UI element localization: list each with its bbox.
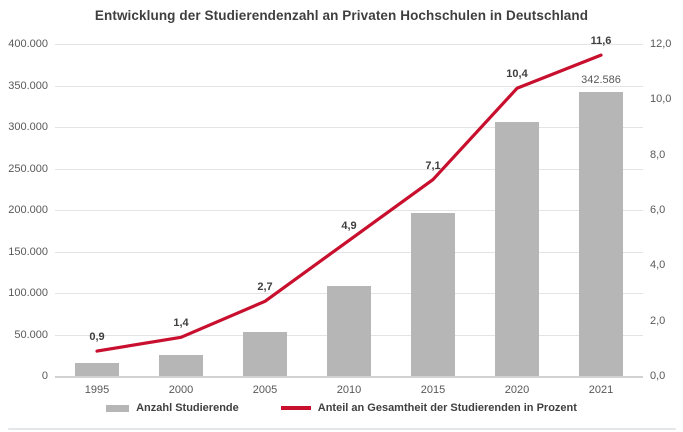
- left-axis-tick: 100.000: [8, 287, 48, 299]
- y-gridline: [55, 85, 643, 87]
- bar: [579, 91, 623, 376]
- left-axis-tick: 150.000: [8, 245, 48, 258]
- line-data-label: 2,7: [257, 281, 273, 294]
- bar: [75, 362, 119, 376]
- x-axis-tick: 1995: [84, 384, 110, 396]
- x-axis-tick: 2000: [168, 384, 194, 396]
- x-axis-tick: 2021: [588, 384, 614, 396]
- legend-label-bar: Anzahl Studierende: [136, 402, 239, 414]
- line-data-label: 4,9: [341, 220, 357, 233]
- line-data-label: 7,1: [425, 159, 441, 172]
- left-axis-tick: 50.000: [14, 328, 48, 341]
- legend-item-bar: Anzahl Studierende: [106, 402, 239, 414]
- y-gridline: [55, 251, 643, 253]
- right-axis-tick: 6,0: [650, 204, 666, 216]
- y-gridline: [55, 127, 643, 128]
- left-axis-tick: 200.000: [8, 204, 48, 216]
- right-axis-tick: 2,0: [650, 314, 666, 327]
- bar-data-label: 342.586: [581, 73, 621, 86]
- y-gridline: [55, 44, 643, 45]
- x-axis-tick: 2010: [336, 384, 362, 396]
- chart-title: Entwicklung der Studierendenzahl an Priv…: [94, 8, 589, 23]
- left-axis-tick: 350.000: [8, 79, 48, 92]
- left-axis-tick: 300.000: [8, 121, 48, 133]
- right-axis-tick: 8,0: [650, 148, 666, 161]
- right-axis-tick: 10,0: [650, 93, 672, 106]
- x-axis-tick: 2020: [504, 384, 530, 396]
- bar: [243, 332, 287, 376]
- bar: [327, 286, 371, 376]
- legend: Anzahl Studierende Anteil an Gesamtheit …: [0, 402, 683, 414]
- line-data-label: 10,4: [506, 68, 528, 81]
- bar: [159, 355, 203, 376]
- bar: [495, 122, 539, 376]
- right-axis-tick: 12,0: [650, 38, 672, 50]
- bar: [411, 213, 455, 376]
- legend-label-line: Anteil an Gesamtheit der Studierenden in…: [317, 402, 577, 414]
- left-axis-tick: 400.000: [8, 38, 48, 50]
- line-data-label: 1,4: [173, 317, 189, 330]
- left-axis-tick: 250.000: [8, 162, 48, 175]
- y-gridline: [55, 210, 643, 211]
- x-axis-tick: 2005: [252, 384, 278, 396]
- x-axis-tick: 2015: [420, 384, 446, 396]
- left-axis-tick: 0: [41, 370, 48, 382]
- y-gridline: [55, 168, 643, 170]
- bar-swatch-icon: [106, 404, 130, 412]
- right-axis-tick: 4,0: [650, 259, 666, 272]
- y-gridline: [55, 376, 643, 378]
- line-swatch-icon: [280, 406, 311, 410]
- bottom-divider: [8, 428, 676, 430]
- right-axis-tick: 0,0: [650, 370, 666, 382]
- line-data-label: 0,9: [89, 331, 105, 344]
- legend-item-line: Anteil an Gesamtheit der Studierenden in…: [280, 402, 577, 414]
- line-data-label: 11,6: [590, 35, 612, 48]
